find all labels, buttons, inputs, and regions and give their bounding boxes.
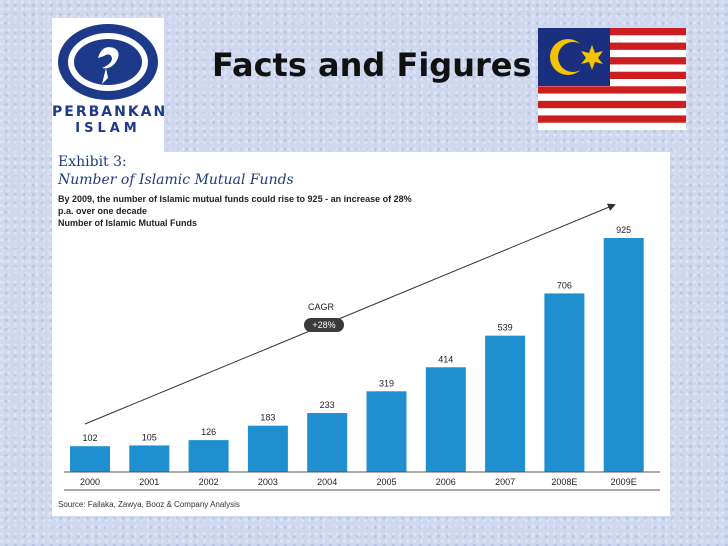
bar-2006 (425, 367, 466, 472)
slide-title: Facts and Figures (212, 46, 532, 84)
bar-value-label: 233 (320, 400, 335, 410)
bar-2007 (485, 335, 526, 472)
bar-2009E (603, 238, 644, 472)
flag-stripe (538, 86, 686, 94)
bar-value-label: 102 (82, 433, 97, 443)
bar-value-label: 319 (379, 378, 394, 388)
source-note: Source: Failaka, Zawya, Booz & Company A… (58, 500, 240, 509)
x-tick-label: 2003 (258, 477, 278, 487)
cagr-badge-text: +28% (312, 320, 335, 330)
logo-text-line1: PERBANKAN (52, 104, 168, 120)
x-tick-label: 2004 (317, 477, 337, 487)
x-tick-label: 2008E (551, 477, 577, 487)
bar-value-label: 126 (201, 427, 216, 437)
x-tick-label: 2006 (436, 477, 456, 487)
flag-stripe (538, 28, 686, 36)
bar-2000 (70, 446, 110, 472)
x-tick-label: 2002 (199, 477, 219, 487)
exhibit-subtitle: Number of Islamic Mutual Funds (58, 172, 294, 188)
growth-trend-arrow (84, 203, 616, 425)
bar-value-label: 183 (260, 413, 275, 423)
bar-chart: 102 2000 105 2001 126 2002 183 2003 233 2004 319 20… (64, 203, 660, 491)
x-tick-label: 2001 (139, 477, 159, 487)
bar-value-label: 105 (142, 432, 157, 442)
x-tick-label: 2007 (495, 477, 515, 487)
flag-stripe (538, 57, 686, 65)
malaysia-flag-icon (538, 28, 686, 130)
bar-2008E (544, 293, 585, 472)
exhibit-panel: Exhibit 3: Number of Islamic Mutual Fund… (52, 152, 670, 516)
bar-2001 (129, 445, 170, 472)
flag-stripe (538, 42, 686, 50)
exhibit-label: Exhibit 3: (58, 154, 127, 170)
exhibit-description-line3: Number of Islamic Mutual Funds (58, 218, 198, 228)
logo-text-line2: ISLAM (75, 121, 141, 136)
x-tick-label: 2000 (80, 477, 100, 487)
exhibit-description-line2: p.a. over one decade (58, 206, 148, 216)
flag-stripe (538, 71, 686, 79)
x-tick-label: 2005 (376, 477, 396, 487)
flag-stripe (538, 100, 686, 109)
exhibit-description-line1: By 2009, the number of Islamic mutual fu… (58, 194, 412, 204)
bar-value-label: 925 (616, 225, 631, 235)
perbankan-islam-logo: PERBANKAN ISLAM (52, 18, 168, 158)
logo-emblem-icon (58, 24, 158, 100)
flag-stripe (538, 115, 686, 123)
bar-2004 (307, 413, 348, 472)
bar-2002 (188, 440, 229, 472)
bar-value-label: 414 (438, 354, 453, 364)
cagr-label: CAGR (308, 302, 335, 312)
bar-2003 (247, 425, 288, 472)
bar-2005 (366, 391, 407, 472)
bar-value-label: 539 (498, 323, 513, 333)
cagr-badge (304, 318, 344, 332)
x-tick-label: 2009E (611, 477, 637, 487)
bar-value-label: 706 (557, 280, 572, 290)
